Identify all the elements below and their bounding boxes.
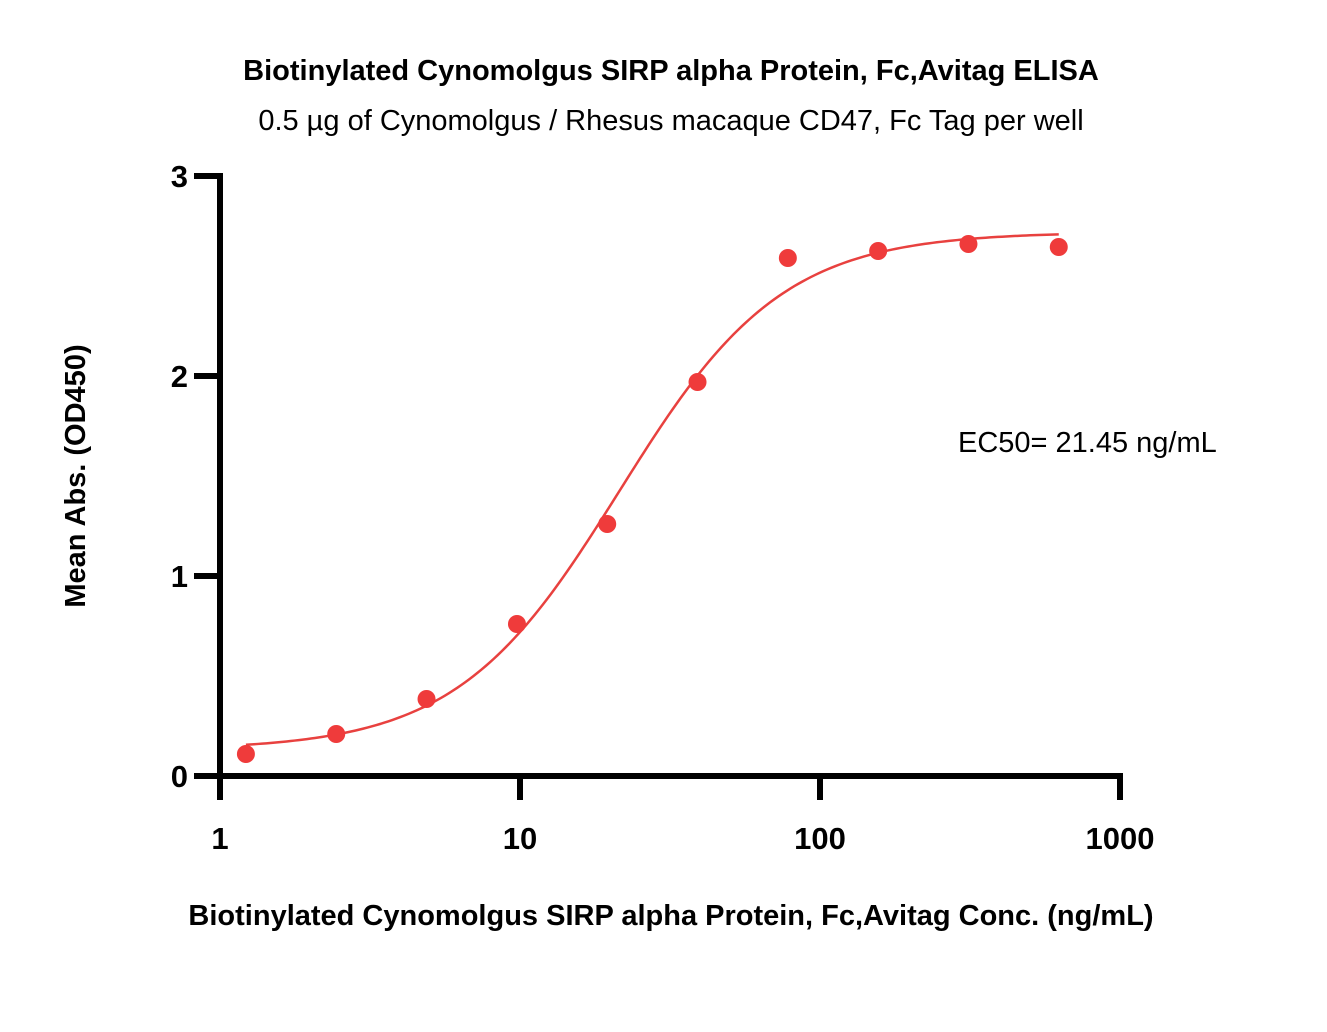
data-point (598, 515, 617, 533)
data-point (959, 235, 978, 253)
fit-curve (245, 233, 1059, 747)
data-point (236, 745, 255, 763)
x-tick-label: 1 (211, 821, 228, 856)
data-point (778, 249, 797, 267)
data-point (869, 242, 888, 260)
ec50-annotation: EC50= 21.45 ng/mL (958, 427, 1217, 459)
data-point (417, 690, 436, 708)
y-axis-label: Mean Abs. (OD450) (60, 344, 92, 607)
x-tick-label: 10 (503, 821, 537, 856)
data-point (327, 725, 346, 743)
data-points (236, 235, 1068, 763)
y-tick-label: 3 (171, 159, 188, 194)
x-ticks: 1 10 100 1000 (211, 776, 1154, 856)
chart-title: Biotinylated Cynomolgus SIRP alpha Prote… (243, 55, 1099, 87)
data-point (688, 373, 707, 391)
x-tick-label: 1000 (1086, 821, 1155, 856)
x-tick-label: 100 (794, 821, 846, 856)
y-tick-label: 1 (171, 559, 188, 594)
data-point (1049, 238, 1068, 256)
y-ticks: 0 1 2 3 (171, 159, 220, 794)
x-axis-label: Biotinylated Cynomolgus SIRP alpha Prote… (188, 900, 1153, 932)
y-tick-label: 0 (171, 759, 188, 794)
data-point (507, 615, 526, 633)
chart-subtitle: 0.5 µg of Cynomolgus / Rhesus macaque CD… (258, 105, 1083, 137)
y-tick-label: 2 (171, 359, 188, 394)
